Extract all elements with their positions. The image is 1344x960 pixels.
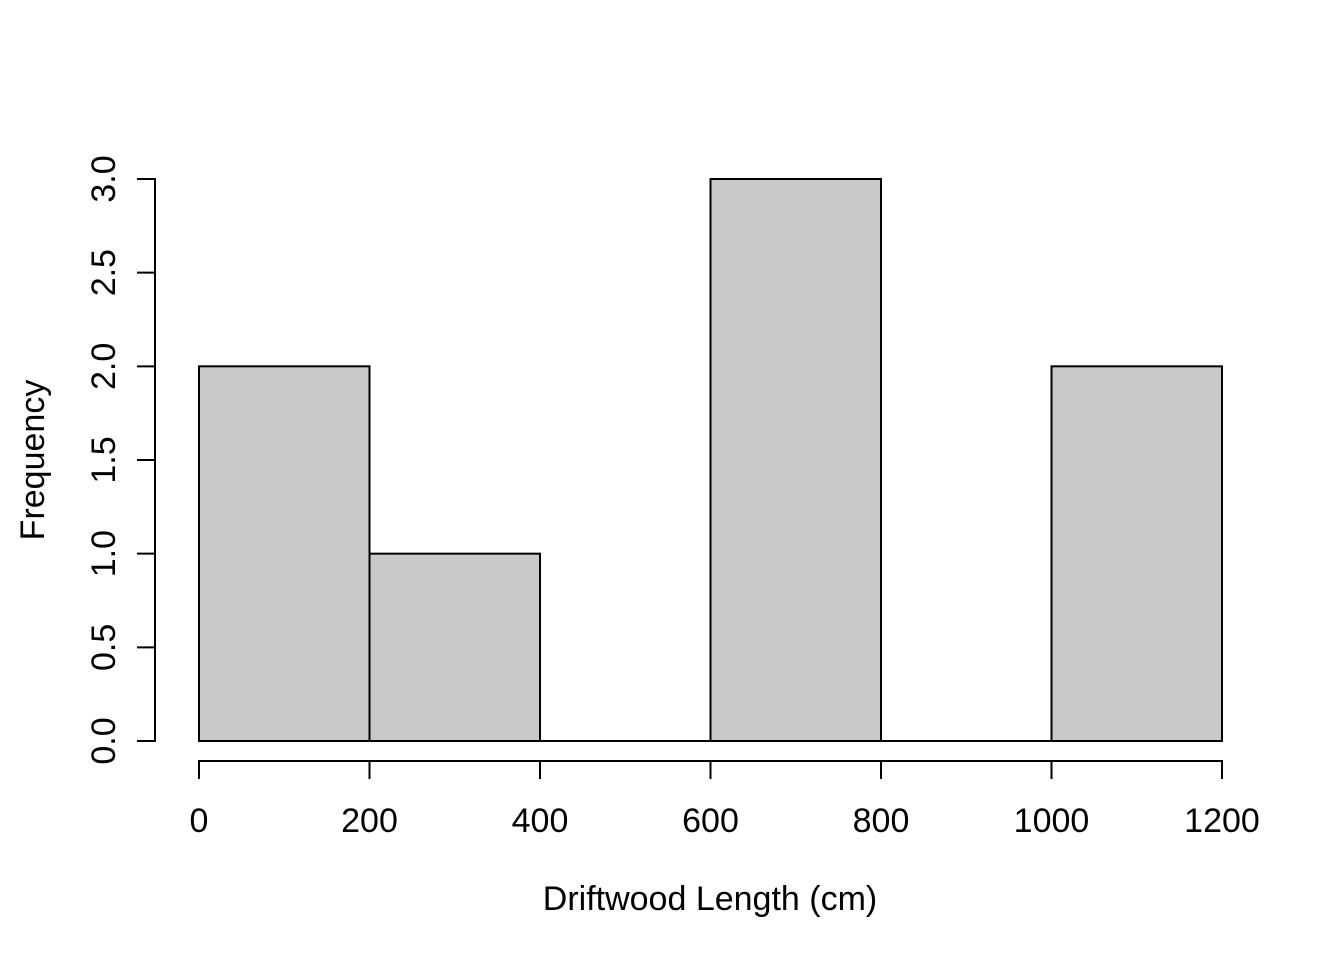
y-tick-label: 0.5 — [85, 624, 123, 671]
histogram-bar — [1050, 365, 1223, 742]
y-tick-label: 1.5 — [85, 436, 123, 483]
x-axis: 0 200 400 600 800 1000 1200 — [190, 760, 1260, 840]
x-tick-label: 0 — [190, 802, 209, 840]
x-tick-label: 1200 — [1184, 802, 1260, 840]
histogram-bar — [368, 552, 541, 743]
y-tick-label: 2.5 — [85, 249, 123, 296]
x-tick-label: 600 — [682, 802, 739, 840]
y-tick-label: 3.0 — [85, 155, 123, 202]
y-tick-label: 0.0 — [85, 717, 123, 764]
y-tick-label: 2.0 — [85, 343, 123, 390]
y-axis: 0.0 0.5 1.0 1.5 2.0 2.5 3.0 — [85, 155, 156, 765]
x-tick-label: 1000 — [1014, 802, 1090, 840]
x-tick-label: 400 — [512, 802, 569, 840]
histogram-bar — [198, 365, 371, 742]
histogram-bar — [709, 178, 882, 742]
y-axis-title: Frequency — [14, 380, 52, 541]
x-tick-label: 800 — [853, 802, 910, 840]
y-tick-label: 1.0 — [85, 530, 123, 577]
x-tick-label: 200 — [341, 802, 398, 840]
x-axis-title: Driftwood Length (cm) — [543, 880, 877, 918]
bars-layer — [198, 178, 1223, 743]
